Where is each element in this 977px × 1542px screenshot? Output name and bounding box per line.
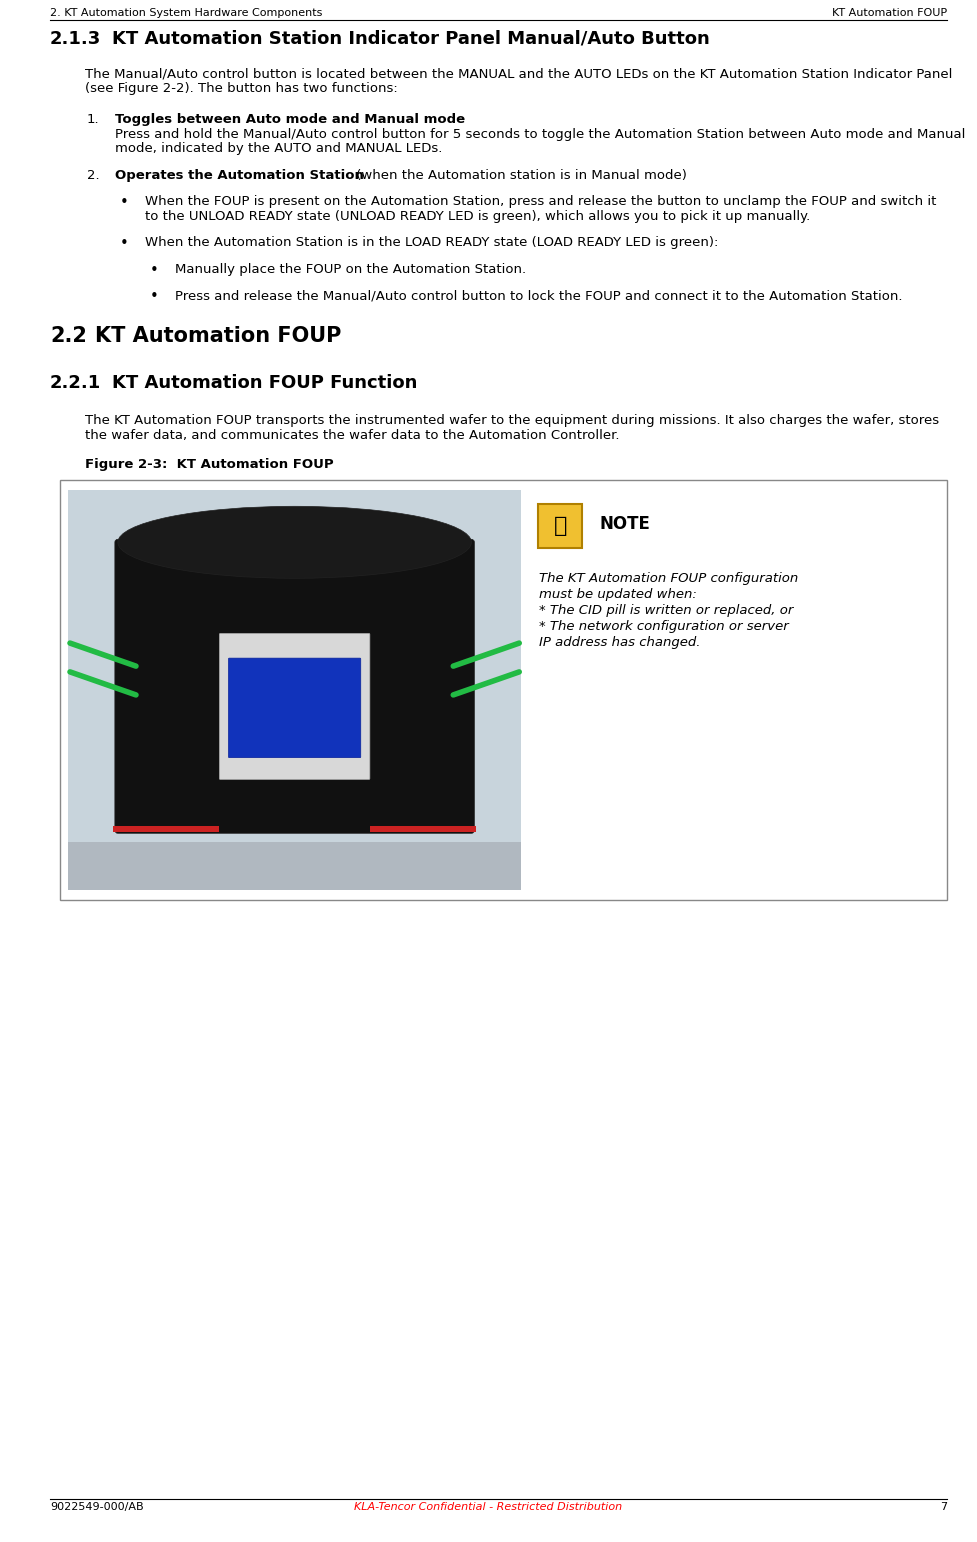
Text: to the UNLOAD READY state (UNLOAD READY LED is green), which allows you to pick : to the UNLOAD READY state (UNLOAD READY … bbox=[145, 210, 810, 222]
Text: 2.2.1: 2.2.1 bbox=[50, 375, 102, 392]
FancyBboxPatch shape bbox=[220, 634, 370, 779]
Text: KLA-Tencor Confidential - Restricted Distribution: KLA-Tencor Confidential - Restricted Dis… bbox=[355, 1502, 622, 1513]
Text: 1.: 1. bbox=[87, 113, 100, 126]
Text: The KT Automation FOUP configuration: The KT Automation FOUP configuration bbox=[539, 572, 798, 586]
Text: The KT Automation FOUP transports the instrumented wafer to the equipment during: The KT Automation FOUP transports the in… bbox=[85, 415, 939, 427]
Text: Figure 2-3:  KT Automation FOUP: Figure 2-3: KT Automation FOUP bbox=[85, 458, 333, 470]
Text: Operates the Automation Station: Operates the Automation Station bbox=[115, 168, 363, 182]
Text: 2.2: 2.2 bbox=[50, 325, 87, 345]
Bar bbox=[113, 827, 219, 833]
Text: (when the Automation station is in Manual mode): (when the Automation station is in Manua… bbox=[353, 168, 687, 182]
Text: KT Automation FOUP: KT Automation FOUP bbox=[95, 325, 341, 345]
Bar bbox=[68, 842, 522, 890]
Text: 2. KT Automation System Hardware Components: 2. KT Automation System Hardware Compone… bbox=[50, 8, 322, 19]
Text: KT Automation FOUP: KT Automation FOUP bbox=[831, 8, 947, 19]
Text: Toggles between Auto mode and Manual mode: Toggles between Auto mode and Manual mod… bbox=[115, 113, 465, 126]
Text: •: • bbox=[120, 196, 129, 210]
Text: NOTE: NOTE bbox=[599, 515, 650, 534]
Text: •: • bbox=[150, 290, 158, 304]
Text: must be updated when:: must be updated when: bbox=[539, 588, 698, 601]
Bar bbox=[68, 490, 522, 890]
Text: (see Figure 2-2). The button has two functions:: (see Figure 2-2). The button has two fun… bbox=[85, 82, 398, 94]
Ellipse shape bbox=[118, 506, 471, 578]
Text: the wafer data, and communicates the wafer data to the Automation Controller.: the wafer data, and communicates the waf… bbox=[85, 429, 619, 443]
Bar bbox=[60, 480, 947, 901]
Text: 7: 7 bbox=[940, 1502, 947, 1513]
Text: * The network configuration or server: * The network configuration or server bbox=[539, 620, 789, 634]
Text: •: • bbox=[120, 236, 129, 251]
Text: * The CID pill is written or replaced, or: * The CID pill is written or replaced, o… bbox=[539, 604, 793, 617]
Text: Press and hold the Manual/Auto control button for 5 seconds to toggle the Automa: Press and hold the Manual/Auto control b… bbox=[115, 128, 965, 140]
Text: KT Automation FOUP Function: KT Automation FOUP Function bbox=[112, 375, 417, 392]
Text: The Manual/Auto control button is located between the MANUAL and the AUTO LEDs o: The Manual/Auto control button is locate… bbox=[85, 68, 953, 80]
Text: When the Automation Station is in the LOAD READY state (LOAD READY LED is green): When the Automation Station is in the LO… bbox=[145, 236, 718, 250]
Text: When the FOUP is present on the Automation Station, press and release the button: When the FOUP is present on the Automati… bbox=[145, 196, 936, 208]
FancyBboxPatch shape bbox=[115, 540, 475, 833]
Text: 9022549-000/AB: 9022549-000/AB bbox=[50, 1502, 144, 1513]
Text: 2.: 2. bbox=[87, 168, 100, 182]
FancyBboxPatch shape bbox=[538, 504, 582, 549]
Text: Manually place the FOUP on the Automation Station.: Manually place the FOUP on the Automatio… bbox=[175, 262, 527, 276]
Bar bbox=[370, 827, 477, 833]
Text: mode, indicated by the AUTO and MANUAL LEDs.: mode, indicated by the AUTO and MANUAL L… bbox=[115, 142, 443, 156]
Text: 2.1.3: 2.1.3 bbox=[50, 29, 102, 48]
Text: •: • bbox=[150, 262, 158, 278]
Text: ⌖: ⌖ bbox=[554, 517, 567, 537]
Text: Press and release the Manual/Auto control button to lock the FOUP and connect it: Press and release the Manual/Auto contro… bbox=[175, 290, 903, 302]
FancyBboxPatch shape bbox=[229, 658, 361, 757]
Text: IP address has changed.: IP address has changed. bbox=[539, 637, 701, 649]
Text: KT Automation Station Indicator Panel Manual/Auto Button: KT Automation Station Indicator Panel Ma… bbox=[112, 29, 709, 48]
